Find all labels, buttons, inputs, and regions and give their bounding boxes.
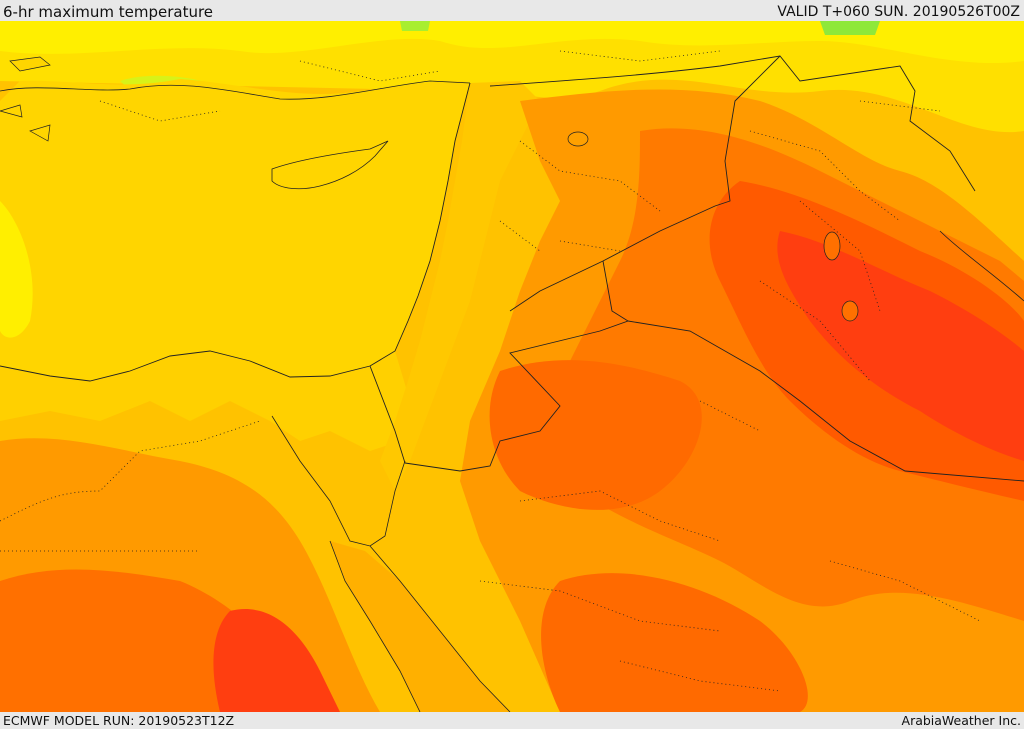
egypt-israel-border bbox=[369, 365, 406, 464]
aegean-islands bbox=[0, 56, 51, 142]
mediterranean-sea bbox=[0, 79, 470, 381]
model-run: ECMWF MODEL RUN: 20190523T12Z bbox=[3, 713, 235, 728]
turkey-coastline bbox=[0, 80, 471, 100]
credit: ArabiaWeather Inc. bbox=[901, 713, 1021, 728]
syria-iraq-border bbox=[509, 55, 781, 312]
syria-governorates bbox=[499, 140, 661, 252]
turkey-border bbox=[489, 55, 976, 192]
west-bright-patch bbox=[0, 201, 33, 338]
gulf-coastline bbox=[939, 230, 1024, 302]
milh-lake bbox=[841, 300, 859, 322]
mediterranean-coastline bbox=[0, 82, 471, 382]
red-sea bbox=[330, 541, 510, 712]
map-footer: ECMWF MODEL RUN: 20190523T12Z ArabiaWeat… bbox=[0, 712, 1024, 729]
central-arabia-hot bbox=[541, 573, 808, 712]
cool-patch-2 bbox=[400, 21, 430, 31]
nafud-hot bbox=[489, 360, 702, 510]
hot-zone-4 bbox=[777, 231, 1024, 461]
iraq-saudi-border bbox=[627, 320, 1024, 482]
egypt-red-sea-coast bbox=[329, 540, 421, 712]
levant-coast-band bbox=[380, 81, 540, 491]
egypt-coast-band bbox=[0, 351, 410, 451]
egypt-hottest bbox=[213, 609, 340, 712]
red-sea-coastline bbox=[271, 415, 511, 712]
cool-patch-1 bbox=[820, 21, 880, 35]
temperature-map bbox=[0, 21, 1024, 712]
valid-time: VALID T+060 SUN. 20190526T00Z bbox=[777, 4, 1020, 20]
tharthar-lake bbox=[823, 231, 841, 261]
map-header: 6-hr maximum temperature VALID T+060 SUN… bbox=[0, 0, 1024, 22]
egypt-governorates bbox=[0, 420, 261, 552]
cyprus-island bbox=[271, 140, 389, 190]
assad-lake bbox=[567, 131, 589, 147]
temperature-field bbox=[0, 21, 1024, 712]
jordan-border bbox=[404, 260, 630, 472]
map-title: 6-hr maximum temperature bbox=[3, 3, 214, 21]
north-yellow-band bbox=[0, 21, 1024, 64]
